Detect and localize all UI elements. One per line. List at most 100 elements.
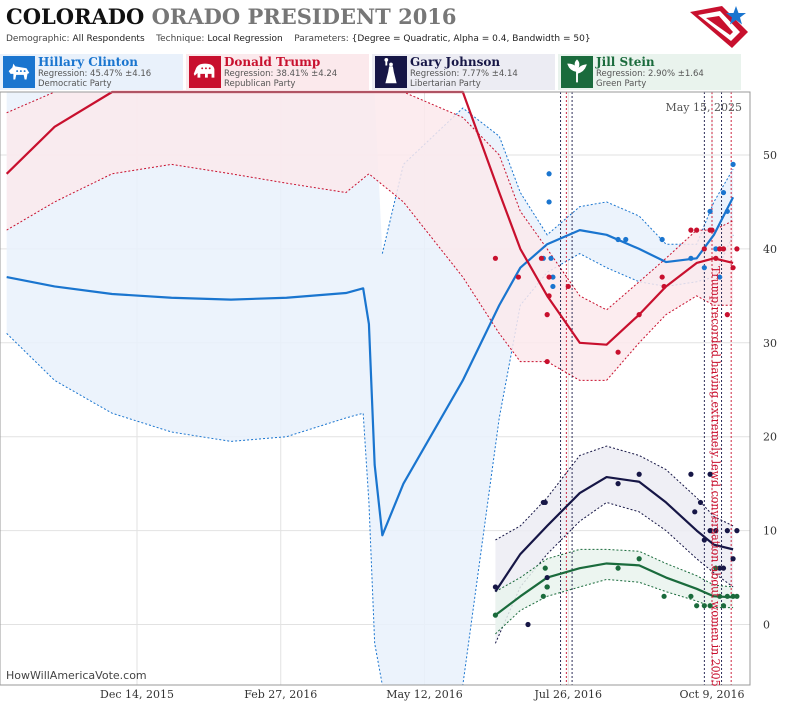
leaf-icon — [561, 56, 593, 88]
poll-point — [694, 603, 700, 609]
candidate-party: Republican Party — [224, 79, 296, 89]
confidence-band — [6, 92, 734, 685]
candidate-party: Democratic Party — [38, 79, 112, 89]
upper-bound-line — [495, 445, 734, 541]
x-tick-label: May 12, 2016 — [386, 688, 463, 701]
poll-point — [688, 255, 694, 261]
candidate-regression: Regression: 38.41% ±4.24 — [224, 69, 338, 79]
poll-point — [734, 593, 740, 599]
candidate-legend: Hillary Clinton Regression: 45.47% ±4.16… — [0, 54, 750, 91]
candidate-name: Jill Stein — [596, 55, 655, 69]
poll-point — [730, 556, 736, 562]
poll-point — [688, 593, 694, 599]
poll-point — [709, 227, 715, 233]
poll-point — [707, 528, 713, 534]
poll-point — [701, 246, 707, 252]
poll-point — [550, 274, 556, 280]
poll-point — [707, 603, 713, 609]
poll-point — [546, 274, 552, 280]
poll-point — [701, 603, 707, 609]
poll-point — [636, 471, 642, 477]
liberty-torch-icon — [375, 56, 407, 88]
poll-point — [720, 565, 727, 571]
candidate-card-trump[interactable]: Donald Trump Regression: 38.41% ±4.24 Re… — [186, 54, 369, 90]
upper-bound-line — [6, 91, 734, 311]
poll-point — [730, 265, 736, 271]
x-tick-label: Feb 27, 2016 — [244, 688, 317, 701]
poll-point — [707, 471, 713, 477]
poll-point — [717, 565, 723, 571]
poll-point — [688, 227, 694, 233]
candidate-name: Gary Johnson — [410, 55, 501, 69]
candidate-name: Donald Trump — [224, 55, 321, 69]
poll-points — [492, 161, 740, 628]
candidate-regression: Regression: 2.90% ±1.64 — [596, 69, 704, 79]
parameters-value: {Degree = Quadratic, Alpha = 0.4, Bandwi… — [351, 34, 591, 44]
poll-point — [544, 574, 550, 581]
poll-point — [688, 471, 694, 477]
poll-point — [707, 208, 713, 214]
poll-point — [542, 565, 548, 571]
candidate-name: Hillary Clinton — [38, 55, 138, 69]
poll-point — [615, 565, 621, 571]
poll-point — [717, 593, 723, 599]
poll-point — [544, 312, 550, 318]
title-state: COLORADO — [6, 4, 145, 29]
confidence-bands — [6, 91, 734, 686]
poll-point — [720, 189, 727, 196]
demographic-value: All Respondents — [72, 34, 145, 44]
poll-point — [720, 246, 727, 252]
y-tick-label: 30 — [763, 337, 777, 350]
poll-point — [659, 274, 665, 280]
poll-point — [546, 293, 552, 299]
candidate-card-johnson[interactable]: Gary Johnson Regression: 7.77% ±4.14 Lib… — [372, 54, 555, 90]
poll-point — [548, 255, 554, 261]
poll-point — [697, 499, 704, 506]
confidence-band — [495, 446, 734, 644]
poll-point — [542, 499, 548, 506]
y-tick-label: 50 — [763, 149, 777, 162]
poll-point — [565, 283, 571, 290]
poll-point — [544, 358, 550, 365]
poll-point — [720, 603, 727, 609]
candidate-party: Libertarian Party — [410, 79, 481, 89]
poll-point — [492, 612, 499, 618]
poll-point — [550, 283, 556, 290]
technique-value: Local Regression — [207, 34, 283, 44]
technique-label: Technique: — [156, 34, 205, 44]
demographic-label: Demographic: — [6, 34, 70, 44]
lower-bound-line — [6, 163, 734, 381]
poll-point — [734, 246, 740, 252]
poll-point — [724, 208, 730, 214]
donkey-icon — [3, 56, 35, 88]
poll-point — [713, 528, 719, 534]
parameters-line: Demographic: All Respondents Technique: … — [6, 34, 591, 44]
candidate-card-stein[interactable]: Jill Stein Regression: 2.90% ±1.64 Green… — [558, 54, 741, 90]
y-tick-label: 0 — [763, 619, 770, 632]
poll-point — [713, 565, 719, 571]
poll-point — [540, 593, 546, 599]
page-title: COLORADO ORADO PRESIDENT 2016 — [6, 4, 457, 29]
x-tick-label: Dec 14, 2015 — [100, 688, 174, 701]
regression-line — [6, 196, 735, 537]
poll-point — [544, 584, 550, 590]
y-tick-label: 40 — [763, 243, 777, 256]
poll-point — [661, 283, 667, 290]
poll-point — [615, 236, 621, 243]
poll-point — [713, 246, 719, 252]
poll-point — [724, 312, 730, 318]
poll-point — [492, 255, 499, 261]
poll-point — [717, 246, 723, 252]
lower-bound-line — [494, 501, 734, 644]
watermark: HowWillAmericaVote.com — [6, 669, 147, 682]
candidate-card-clinton[interactable]: Hillary Clinton Regression: 45.47% ±4.16… — [0, 54, 183, 90]
poll-point — [615, 481, 621, 487]
parameters-label: Parameters: — [294, 34, 349, 44]
poll-point — [730, 161, 736, 167]
poll-point — [546, 171, 552, 177]
poll-point — [730, 593, 736, 599]
poll-point — [713, 255, 719, 261]
event-lines — [560, 92, 732, 685]
upper-bound-line — [495, 548, 734, 593]
poll-point — [717, 274, 723, 280]
